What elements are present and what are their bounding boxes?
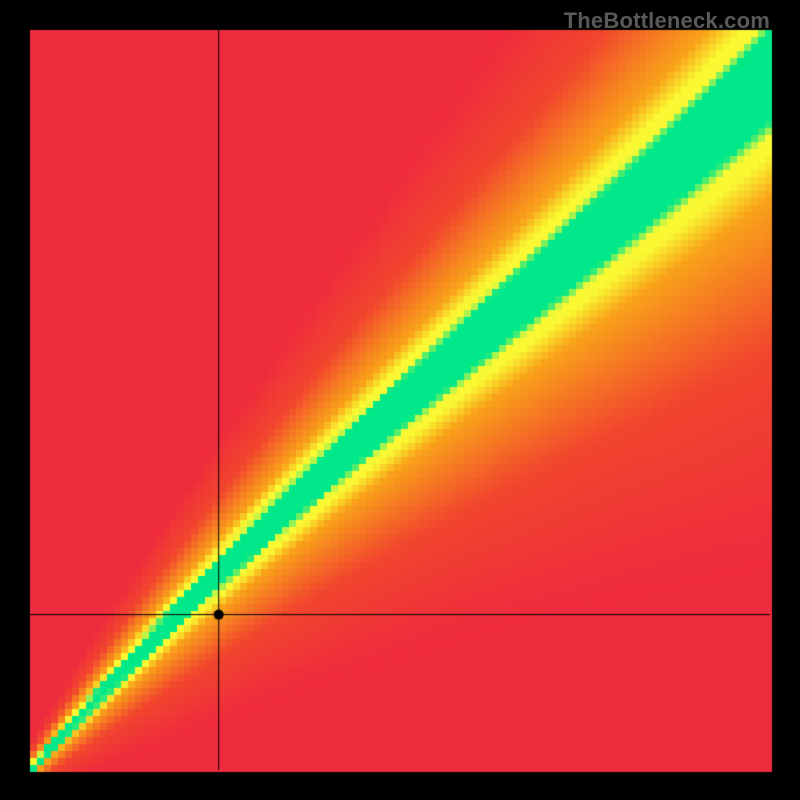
watermark-text: TheBottleneck.com xyxy=(564,8,770,34)
chart-container: TheBottleneck.com xyxy=(0,0,800,800)
heatmap-canvas xyxy=(0,0,800,800)
